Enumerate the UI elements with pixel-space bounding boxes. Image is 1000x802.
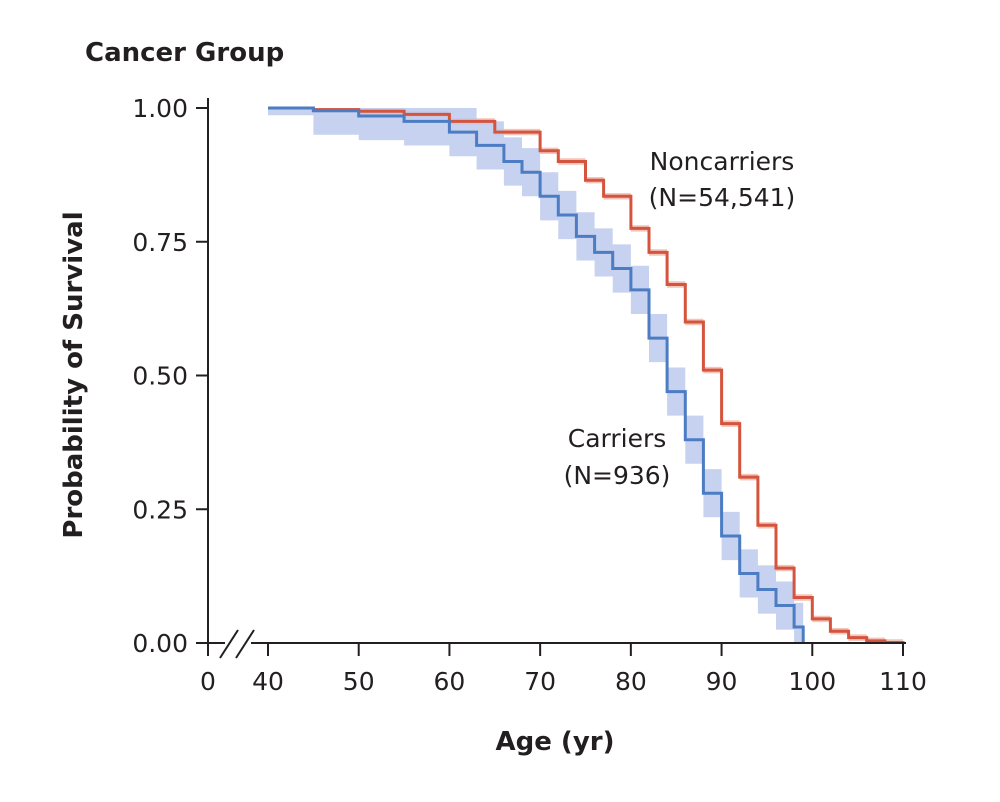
x-ticks: 0 40 50 60 70 80 90 100 110: [200, 643, 927, 696]
confidence-bands: [268, 108, 903, 643]
chart-title: Cancer Group: [85, 38, 284, 68]
y-axis-title: Probability of Survival: [59, 211, 89, 538]
x-tick-label: 110: [879, 667, 927, 696]
noncarriers-survival-curve: [268, 106, 905, 644]
noncarriers-count: (N=54,541): [649, 183, 796, 212]
survival-curves: [268, 106, 905, 644]
noncarriers-label: Noncarriers: [650, 147, 795, 176]
x-tick-label: 80: [615, 667, 647, 696]
noncarriers-ci-band: [268, 108, 903, 643]
x-tick-label: 60: [434, 667, 466, 696]
y-tick-label: 0.50: [132, 362, 188, 391]
y-tick-label: 1.00: [132, 94, 188, 123]
y-tick-label: 0.75: [132, 228, 188, 257]
x-tick-label: 0: [200, 667, 216, 696]
axis-break-mark: [219, 629, 239, 659]
carriers-count: (N=936): [564, 461, 671, 490]
axis-break-mark: [235, 629, 255, 659]
x-tick-label: 100: [788, 667, 836, 696]
y-tick-label: 0.00: [132, 629, 188, 658]
x-tick-label: 70: [524, 667, 556, 696]
x-tick-label: 40: [252, 667, 284, 696]
x-tick-label: 90: [706, 667, 738, 696]
x-axis-title: Age (yr): [496, 727, 615, 757]
y-tick-label: 0.25: [132, 495, 188, 524]
carriers-ci-band: [268, 108, 804, 643]
carriers-survival-curve: [268, 106, 805, 643]
carriers-label: Carriers: [568, 424, 667, 453]
x-tick-label: 50: [343, 667, 375, 696]
y-ticks: 0.00 0.25 0.50 0.75 1.00: [132, 94, 208, 658]
